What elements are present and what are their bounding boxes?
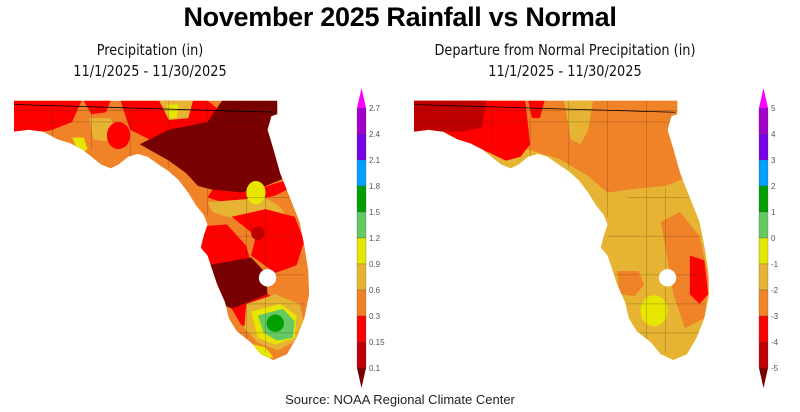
departure-legend-label: 4: [771, 130, 776, 139]
departure-legend-label: 1: [771, 208, 776, 217]
source-credit: Source: NOAA Regional Climate Center: [285, 392, 515, 407]
precip-legend-label: 0.6: [369, 286, 381, 295]
departure-legend-swatch: [758, 341, 769, 369]
precip-legend-bottom-arrow: [357, 368, 366, 388]
departure-legend-label: -4: [771, 338, 779, 347]
departure-legend-label: 5: [771, 104, 776, 113]
map-region-red: [231, 209, 305, 273]
map-region--4-to--5: [414, 100, 487, 134]
precip-legend-swatch: [356, 107, 367, 135]
precip-legend-label: 1.8: [369, 182, 381, 191]
precip-legend-label: 0.15: [369, 338, 385, 347]
map-region--1-to--2: [564, 100, 594, 145]
map-region--2-to--3: [617, 271, 645, 297]
map-region-red: [83, 100, 111, 115]
left-panel-title: Precipitation (in) 11/1/2025 - 11/30/202…: [21, 40, 279, 82]
map-region-0-to--1: [640, 295, 668, 327]
map-region-yellow: [166, 104, 179, 119]
precip-legend-swatch: [356, 185, 367, 213]
departure-legend-top-arrow: [759, 88, 768, 108]
map-region-dark-red-spot: [251, 226, 265, 241]
departure-legend-swatch: [758, 159, 769, 187]
precip-legend-label: 0.1: [369, 364, 381, 373]
departure-map: [414, 100, 710, 361]
departure-legend-swatch: [758, 289, 769, 317]
departure-legend-label: -1: [771, 260, 779, 269]
departure-legend-swatch: [758, 263, 769, 291]
departure-legend-label: -5: [771, 364, 779, 373]
precip-legend-swatch: [356, 289, 367, 317]
precip-legend-label: 1.5: [369, 208, 381, 217]
map-region-red: [106, 121, 131, 150]
departure-legend-swatch: [758, 237, 769, 265]
departure-legend-swatch: [758, 315, 769, 343]
lake-okeechobee: [658, 269, 677, 287]
departure-legend-label: 0: [771, 234, 776, 243]
precip-legend-label: 0.3: [369, 312, 381, 321]
lake-okeechobee: [258, 269, 277, 287]
departure-legend-label: 3: [771, 156, 776, 165]
precip-legend-swatch: [356, 315, 367, 343]
precip-legend-label: 2.7: [369, 104, 381, 113]
departure-legend-label: -3: [771, 312, 779, 321]
map-region-red: [14, 100, 82, 136]
precipitation-legend: 2.7 2.4 2.1 1.8 1.5 1.2 0.9 0.6 0.3 0.15 0.1: [356, 88, 385, 388]
left-panel-date-range: 11/1/2025 - 11/30/2025: [73, 62, 227, 80]
departure-legend-bottom-arrow: [759, 368, 768, 388]
map-region-dark-red: [207, 257, 268, 309]
departure-legend: 5 4 3 2 1 0 -1 -2 -3 -4 -5: [758, 88, 779, 388]
left-panel-heading: Precipitation (in): [96, 41, 204, 59]
precip-legend-top-arrow: [357, 88, 366, 108]
map-region-yellow: [72, 137, 88, 155]
precip-legend-label: 0.9: [369, 260, 381, 269]
right-panel-title: Departure from Normal Precipitation (in)…: [415, 40, 716, 82]
precip-legend-swatch: [356, 133, 367, 161]
departure-legend-swatch: [758, 133, 769, 161]
precip-legend-swatch: [356, 159, 367, 187]
departure-legend-swatch: [758, 185, 769, 213]
departure-legend-label: -2: [771, 286, 779, 295]
precip-legend-swatch: [356, 341, 367, 369]
map-region--3-to--4: [528, 100, 545, 119]
main-title: November 2025 Rainfall vs Normal: [183, 2, 617, 32]
precip-legend-swatch: [356, 211, 367, 239]
precip-legend-label: 2.1: [369, 156, 381, 165]
precip-legend-swatch: [356, 263, 367, 291]
map-region-yellow: [246, 181, 266, 205]
precipitation-map: [14, 100, 310, 361]
map-region-green: [266, 314, 284, 332]
departure-legend-label: 2: [771, 182, 776, 191]
precip-legend-swatch: [356, 237, 367, 265]
map-region-dark-red: [139, 100, 285, 193]
departure-legend-swatch: [758, 211, 769, 239]
right-panel-heading: Departure from Normal Precipitation (in): [434, 41, 696, 59]
precip-legend-label: 2.4: [369, 130, 381, 139]
map-region--3-to--4: [689, 255, 709, 304]
right-panel-date-range: 11/1/2025 - 11/30/2025: [488, 62, 642, 80]
precip-legend-label: 1.2: [369, 234, 381, 243]
departure-legend-swatch: [758, 107, 769, 135]
